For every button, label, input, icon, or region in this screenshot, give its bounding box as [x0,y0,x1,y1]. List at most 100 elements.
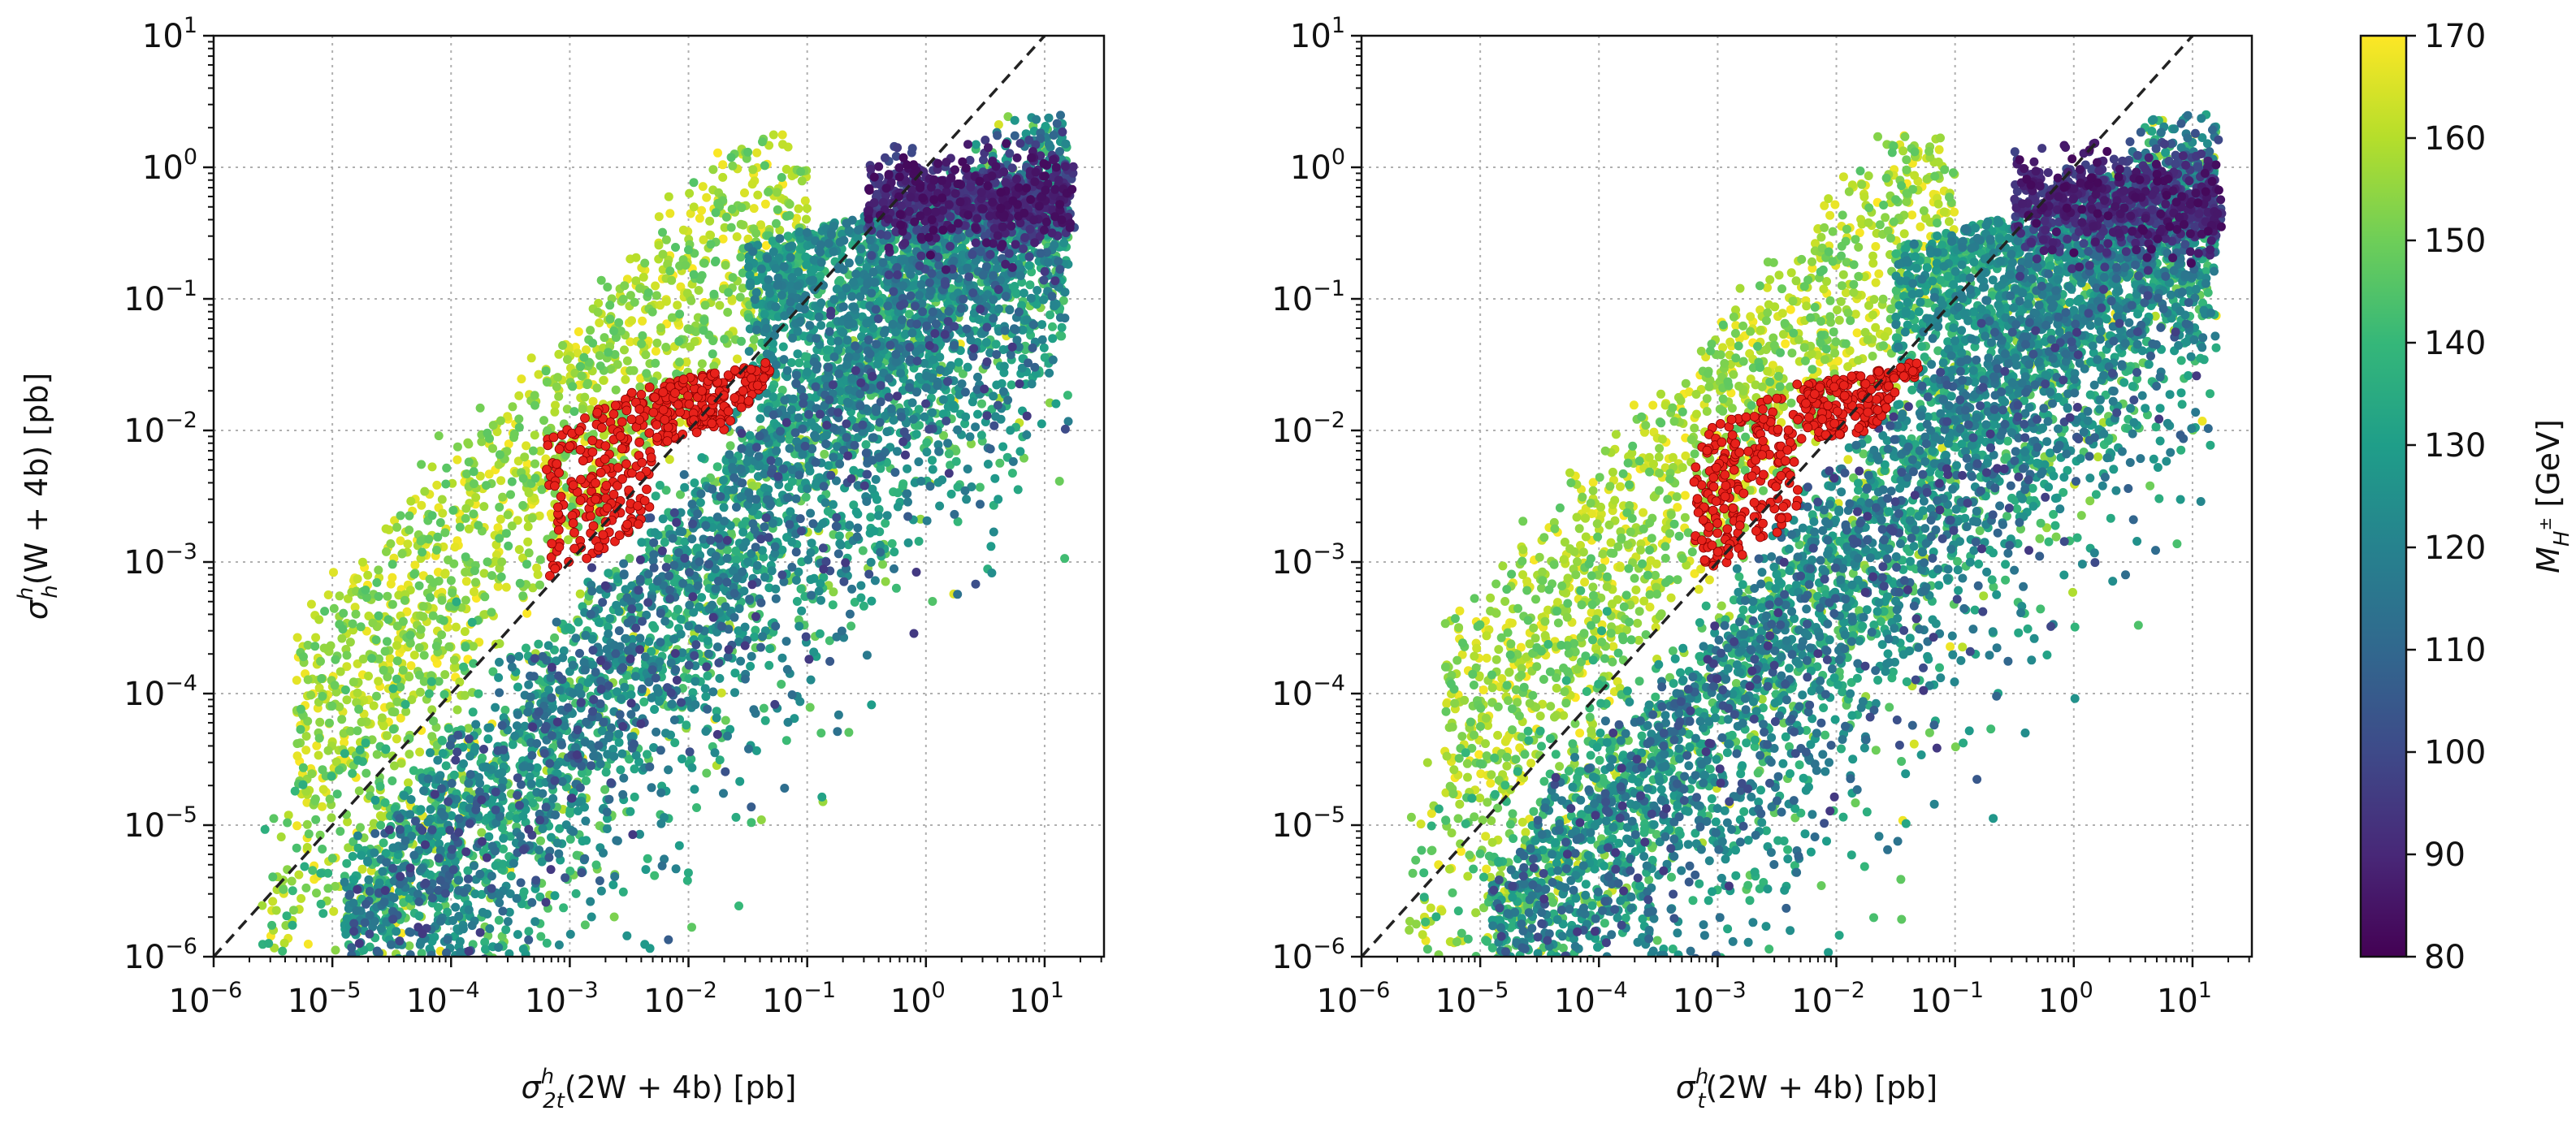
left-scatter-point [750,632,760,642]
left-scatter-point [631,276,641,286]
left-scatter-point [981,338,991,348]
left-scatter-point [594,617,604,627]
left-scatter-point [505,832,515,841]
left-scatter-point [684,245,693,255]
left-scatter-point [353,574,362,584]
left-scatter-point [358,557,367,567]
left-scatter-point [778,140,787,149]
left-scatter-point [654,212,664,222]
left-scatter-point [726,153,736,162]
left-scatter-point [655,481,665,490]
left-scatter-point [682,357,691,367]
left-scatter-point [705,216,715,226]
left-scatter-point [637,339,647,348]
left-scatter-point [650,528,660,538]
left-scatter-point [440,670,450,680]
left-scatter-point [626,806,635,816]
left-scatter-point [278,946,288,956]
left-scatter-point [846,621,856,631]
left-scatter-point [288,886,297,896]
left-scatter-point [388,724,398,734]
left-scatter-point [569,407,579,417]
left-scatter-point [281,921,291,930]
left-scatter-point [709,289,719,299]
left-scatter-point [726,223,736,232]
left-scatter-point [580,392,590,402]
left-scatter-point [577,768,587,778]
left-scatter-point [418,547,427,557]
left-scatter-point [550,633,560,642]
left-scatter-point [692,803,701,812]
left-scatter-point [294,870,304,880]
left-scatter-point [686,325,695,335]
left-scatter-point [574,617,583,627]
left-scatter-point [448,478,457,488]
left-scatter-point [311,815,321,824]
left-scatter-point [608,880,618,889]
left-scatter-point [747,179,757,189]
left-scatter-point [799,331,808,341]
left-scatter-point [429,716,438,726]
left-scatter-point [687,923,696,932]
left-scatter-point [614,737,624,747]
left-scatter-point [416,625,426,634]
left-scatter-point [746,661,755,671]
left-scatter-point [475,403,485,413]
left-scatter-point [496,416,505,426]
left-scatter-point [440,568,450,578]
left-scatter-point [601,767,611,777]
left-scatter-point [405,511,414,521]
left-scatter-point [311,633,321,642]
left-scatter-point [733,354,742,364]
left-scatter-point [781,736,791,746]
left-scatter-point [697,205,707,215]
left-scatter-point [296,724,305,734]
left-scatter-point [640,940,650,949]
left-scatter-point [470,742,480,752]
left-scatter-point [409,766,418,776]
left-scatter-point [904,309,914,319]
left-scatter-point [415,747,425,757]
left-scatter-point [600,785,610,794]
left-scatter-point [1039,295,1048,305]
left-scatter-point [364,612,374,620]
left-scatter-point [287,876,297,886]
left-scatter-point [390,761,399,771]
left-scatter-point [586,326,595,335]
left-scatter-point [469,509,478,519]
left-scatter-point [405,750,414,759]
left-scatter-point [392,697,402,707]
left-scatter-point [543,641,553,651]
left-scatter-point [323,884,333,893]
left-scatter-point [719,503,729,512]
left-scatter-point [1007,469,1017,478]
left-scatter-point [298,780,308,789]
left-scatter-point [379,665,388,675]
left-scatter-point [297,893,306,903]
left-scatter-point [599,375,608,385]
left-scatter-point [530,400,539,410]
left-scatter-point [336,667,345,677]
left-scatter-point [844,728,854,737]
left-scatter-point [658,514,668,524]
left-scatter-point [330,681,340,690]
left-scatter-point [630,792,639,802]
left-scatter-point [318,845,327,854]
left-scatter-point [377,713,387,723]
left-scatter-point [316,656,325,666]
left-scatter-point [449,559,459,568]
left-scatter-point [816,728,826,738]
left-scatter-point [335,765,344,775]
left-scatter-point [676,615,686,624]
left-scatter-point [747,481,757,491]
left-scatter-point [718,160,728,170]
left-scatter-point [758,137,767,147]
left-scatter-point [361,586,370,594]
left-scatter-point [638,316,647,326]
left-scatter-point [751,228,761,238]
left-scatter-point [748,165,758,175]
left-scatter-point [534,370,543,379]
left-scatter-point [345,726,355,736]
left-scatter-point [331,687,341,697]
left-scatter-point [382,547,391,556]
